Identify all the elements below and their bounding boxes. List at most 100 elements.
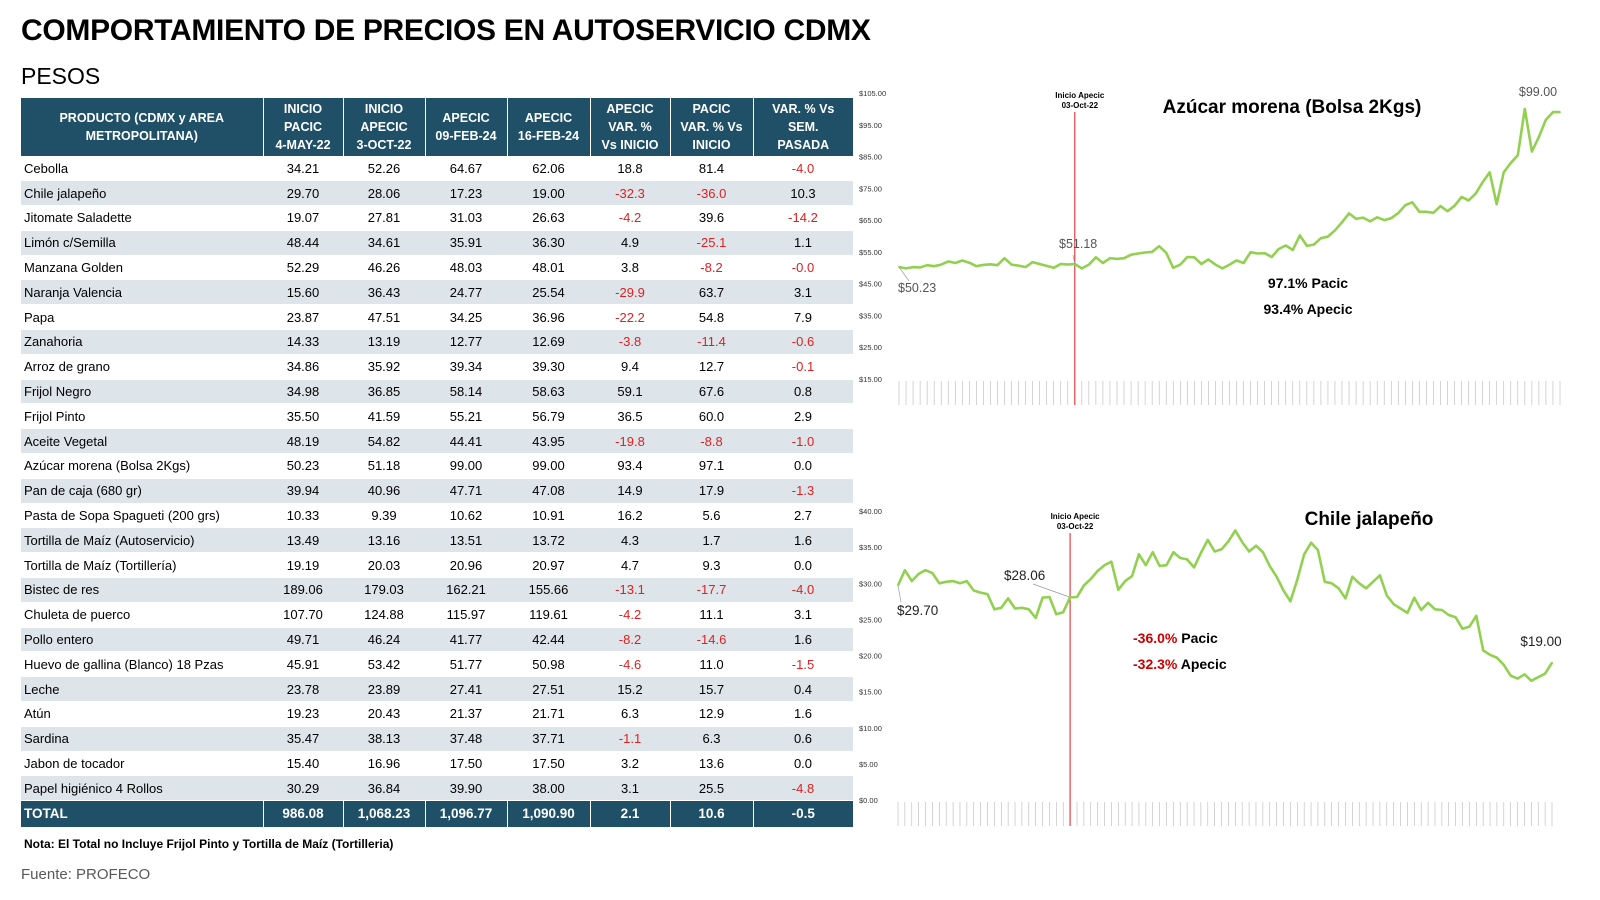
data-point bbox=[1235, 259, 1238, 262]
data-point bbox=[931, 572, 934, 575]
value-cell: 41.59 bbox=[343, 403, 425, 430]
column-header-line: METROPOLITANA) bbox=[85, 129, 198, 143]
data-point bbox=[1103, 564, 1106, 567]
table-body: Cebolla 34.21 52.26 64.67 62.06 18.8 81.4 -4.0 C… bbox=[21, 156, 853, 802]
change-stat: -32.3% Apecic bbox=[1133, 656, 1227, 672]
y-tick-label: $25.00 bbox=[859, 615, 882, 624]
value-cell: 21.37 bbox=[425, 701, 507, 727]
value-cell: 0.4 bbox=[753, 676, 853, 703]
data-point bbox=[1358, 582, 1361, 585]
data-point bbox=[1425, 210, 1428, 213]
value-cell: -29.9 bbox=[590, 279, 670, 306]
value-cell: 36.85 bbox=[343, 379, 425, 405]
data-point bbox=[975, 265, 978, 268]
table-row: Bistec de res 189.06 179.03 162.21 155.66 -13… bbox=[21, 577, 853, 603]
value-cell: 51.77 bbox=[425, 651, 507, 678]
value-cell: 2.9 bbox=[753, 403, 853, 430]
data-point bbox=[959, 582, 961, 585]
value-cell: 28.06 bbox=[343, 180, 425, 207]
data-point bbox=[926, 264, 929, 267]
data-point bbox=[1454, 616, 1457, 619]
marker-date: 03-Oct-22 bbox=[1057, 522, 1094, 531]
value-cell: 40.96 bbox=[343, 478, 425, 504]
data-point bbox=[1172, 551, 1175, 554]
data-point bbox=[1094, 256, 1097, 259]
value-cell: -4.6 bbox=[590, 651, 670, 678]
value-cell: 37.71 bbox=[507, 726, 590, 752]
value-cell: 3.1 bbox=[590, 775, 670, 802]
value-cell: 27.81 bbox=[343, 205, 425, 231]
value-cell: 12.9 bbox=[670, 701, 753, 727]
value-cell: 19.07 bbox=[263, 205, 343, 231]
change-stat-label: Apecic bbox=[1177, 656, 1226, 672]
value-cell: 1.1 bbox=[753, 230, 853, 256]
marker-label: Inicio Apecic bbox=[1055, 91, 1105, 100]
y-tick-label: $45.00 bbox=[859, 280, 882, 289]
data-point bbox=[1007, 597, 1010, 600]
data-point bbox=[1362, 216, 1365, 219]
value-cell: -1.1 bbox=[590, 726, 670, 752]
value-cell: 124.88 bbox=[343, 602, 425, 628]
value-cell: 179.03 bbox=[343, 577, 425, 603]
value-cell: 12.77 bbox=[425, 329, 507, 355]
data-point bbox=[1447, 614, 1450, 616]
end-price-label: $19.00 bbox=[1520, 634, 1561, 649]
data-point bbox=[1270, 256, 1273, 258]
column-header: PACIC VAR. % Vs INICIO bbox=[670, 98, 754, 156]
product-name-cell: Tortilla de Maíz (Autoservicio) bbox=[21, 527, 263, 554]
data-point bbox=[1420, 609, 1423, 611]
data-point bbox=[1559, 111, 1561, 113]
value-cell: 9.4 bbox=[590, 354, 670, 380]
data-point bbox=[1312, 243, 1315, 246]
table-row: Limón c/Semilla 48.44 34.61 35.91 36.30 4.9 -2… bbox=[21, 230, 853, 256]
data-point bbox=[1475, 614, 1478, 617]
value-cell: 34.98 bbox=[263, 379, 343, 405]
product-name-cell: Arroz de grano bbox=[21, 354, 263, 380]
change-stat-value: 97.1% bbox=[1268, 275, 1308, 291]
data-point bbox=[1073, 263, 1076, 265]
value-cell: 63.7 bbox=[670, 279, 753, 306]
value-cell: 0.0 bbox=[753, 552, 853, 579]
y-tick-label: $35.00 bbox=[859, 311, 882, 320]
data-point bbox=[979, 591, 982, 594]
value-cell: 36.5 bbox=[590, 403, 670, 430]
value-cell: 16.2 bbox=[590, 503, 670, 529]
data-point bbox=[1048, 596, 1051, 598]
data-point bbox=[1087, 263, 1090, 266]
value-cell: 23.78 bbox=[263, 676, 343, 703]
column-header: APECIC 16-FEB-24 bbox=[507, 98, 591, 156]
data-point bbox=[1411, 201, 1414, 204]
value-cell: 12.69 bbox=[507, 329, 590, 355]
data-point bbox=[1453, 204, 1456, 207]
data-point bbox=[1151, 250, 1154, 253]
change-stat-value: 93.4% bbox=[1264, 301, 1304, 317]
value-cell: -0.6 bbox=[753, 329, 853, 355]
value-cell: 53.42 bbox=[343, 651, 425, 678]
data-point bbox=[910, 580, 913, 582]
data-point bbox=[1172, 266, 1175, 269]
column-header: APECIC VAR. % Vs INICIO bbox=[590, 98, 671, 156]
data-point bbox=[1323, 580, 1326, 583]
value-cell: -1.3 bbox=[753, 478, 853, 504]
data-point bbox=[1310, 541, 1312, 544]
data-point bbox=[1372, 580, 1374, 583]
value-cell: 7.9 bbox=[753, 304, 853, 331]
data-point bbox=[1116, 257, 1118, 260]
data-point bbox=[1165, 251, 1168, 254]
data-point bbox=[1221, 267, 1224, 270]
value-cell: 115.97 bbox=[425, 602, 507, 628]
data-point bbox=[1413, 596, 1416, 599]
data-point bbox=[1502, 663, 1505, 666]
data-point bbox=[1303, 553, 1306, 556]
data-point bbox=[1017, 264, 1020, 267]
data-point bbox=[1021, 606, 1023, 609]
column-header: INICIO PACIC 4-MAY-22 bbox=[263, 98, 344, 156]
y-tick-label: $85.00 bbox=[859, 153, 882, 162]
value-cell: 55.21 bbox=[425, 403, 507, 430]
table-row: Huevo de gallina (Blanco) 18 Pzas 45.91 53… bbox=[21, 651, 853, 678]
product-name-cell: Jitomate Saladette bbox=[21, 205, 263, 231]
data-point bbox=[1341, 221, 1343, 224]
table-row: Tortilla de Maíz (Autoservicio) 13.49 13.1… bbox=[21, 527, 853, 554]
data-point bbox=[1186, 558, 1189, 561]
price-series-line bbox=[896, 529, 1554, 683]
